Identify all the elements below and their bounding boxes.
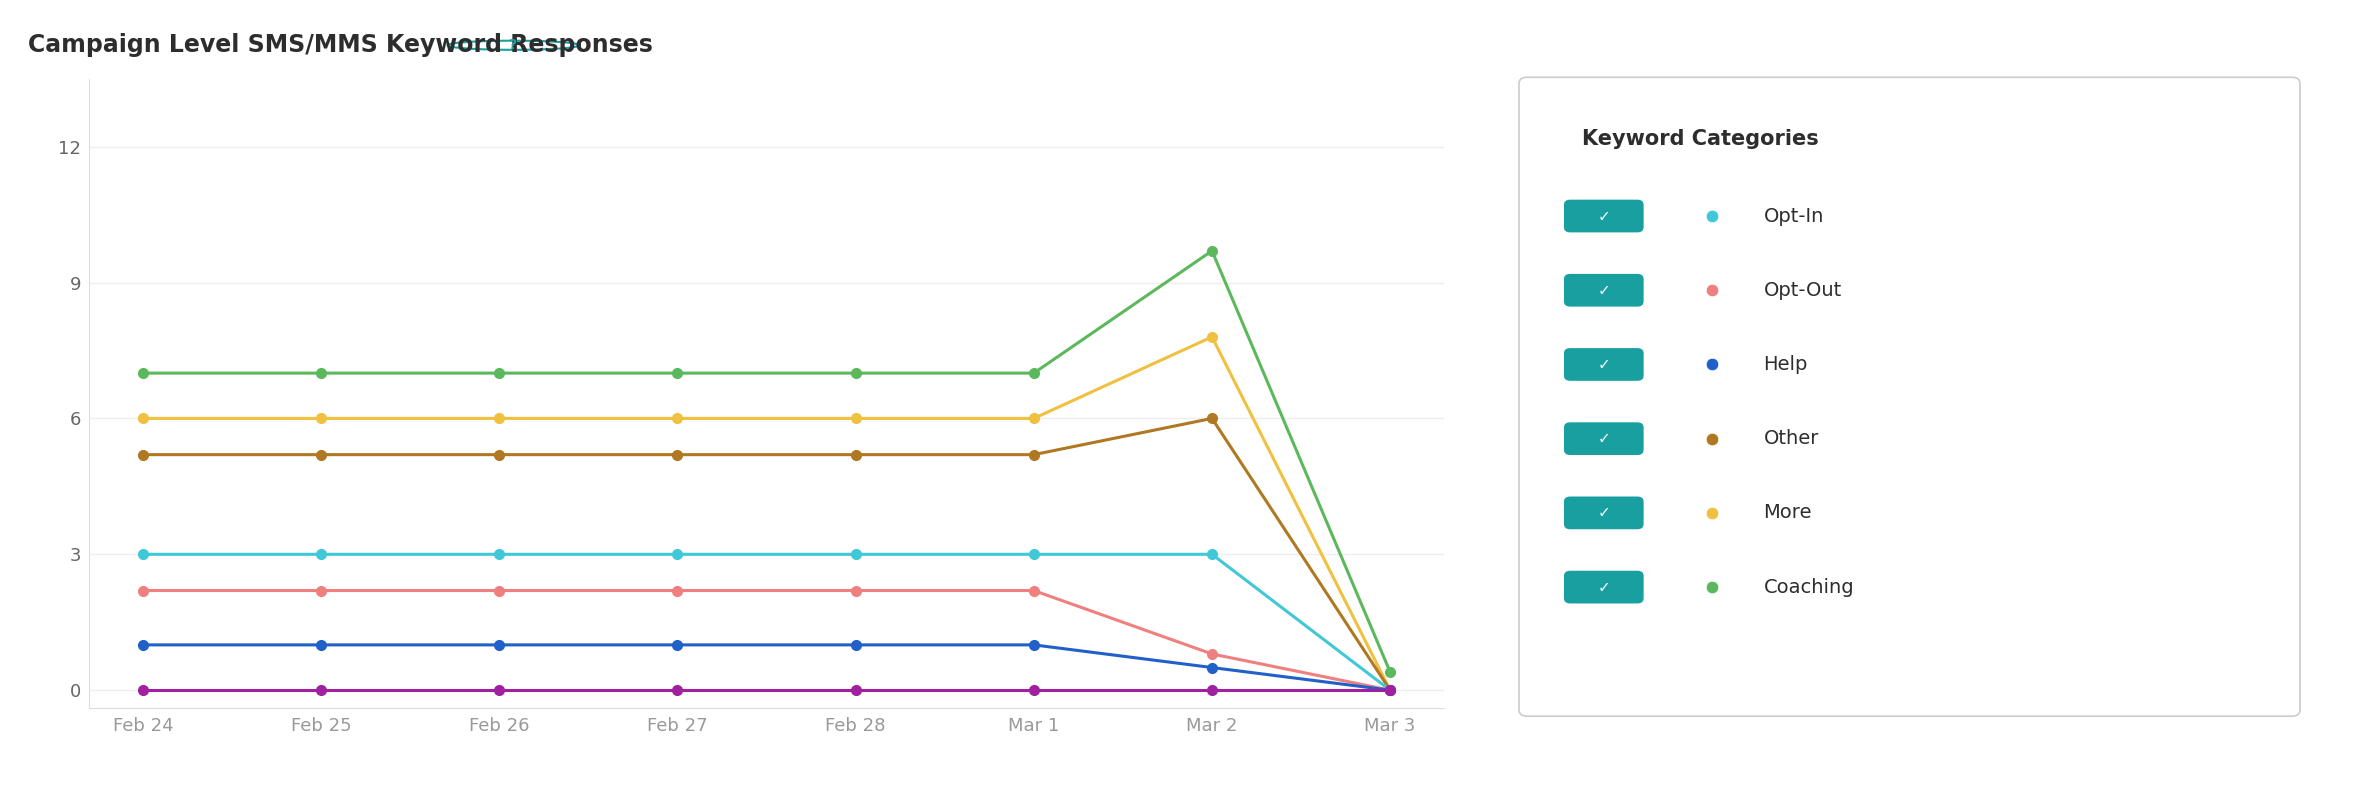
- Text: ✓: ✓: [1597, 505, 1611, 520]
- Text: ✓: ✓: [1597, 209, 1611, 224]
- Text: ✓: ✓: [1597, 283, 1611, 297]
- Text: Keyword Categories: Keyword Categories: [1583, 129, 1818, 149]
- FancyBboxPatch shape: [1564, 423, 1644, 455]
- Text: More: More: [1764, 504, 1811, 523]
- FancyBboxPatch shape: [1564, 274, 1644, 307]
- FancyBboxPatch shape: [1564, 571, 1644, 604]
- FancyBboxPatch shape: [1564, 200, 1644, 232]
- Text: ✓: ✓: [1597, 357, 1611, 372]
- Text: Coaching: Coaching: [1764, 578, 1853, 597]
- Text: Opt-Out: Opt-Out: [1764, 281, 1842, 300]
- Text: Campaign Level SMS/MMS Keyword Responses: Campaign Level SMS/MMS Keyword Responses: [28, 33, 652, 57]
- Text: ✓: ✓: [1597, 431, 1611, 446]
- Text: ✓: ✓: [1597, 579, 1611, 595]
- Text: Other: Other: [1764, 429, 1818, 448]
- Text: Opt-In: Opt-In: [1764, 206, 1823, 226]
- FancyBboxPatch shape: [1519, 77, 2301, 716]
- Text: Help: Help: [1764, 355, 1809, 374]
- FancyBboxPatch shape: [1564, 348, 1644, 381]
- Text: ?: ?: [509, 39, 518, 52]
- FancyBboxPatch shape: [1564, 497, 1644, 529]
